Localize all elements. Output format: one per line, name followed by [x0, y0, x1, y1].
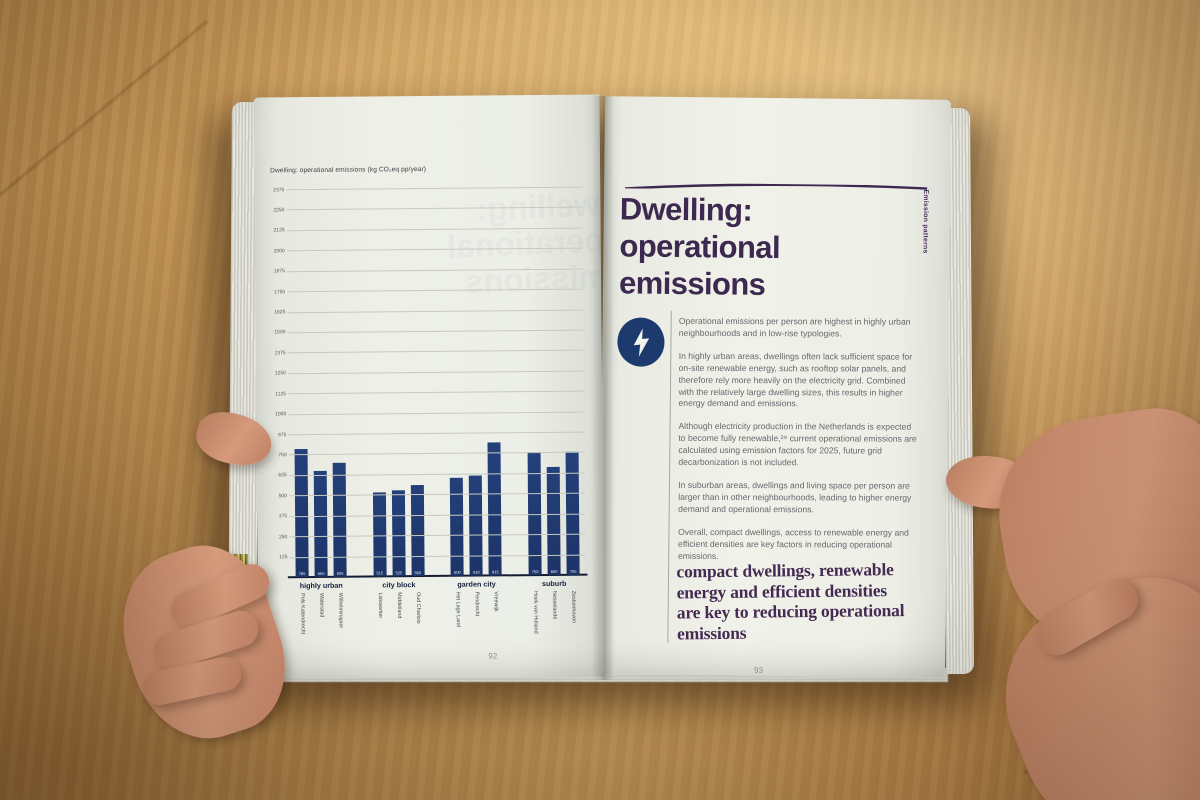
bar: 660 — [546, 467, 561, 575]
y-axis-tick-label: 1875 — [273, 268, 286, 275]
bars-row: 785 650 695 515 525 560 600 610 815 750 660 755 — [292, 187, 580, 578]
body-paragraph: In suburban areas, dwellings and living … — [678, 479, 912, 515]
bar-value-label: 785 — [298, 571, 306, 577]
page-number-right: 93 — [753, 665, 763, 675]
bar-value-label: 815 — [492, 569, 499, 575]
bar: 650 — [313, 470, 328, 578]
wood-seam — [0, 20, 208, 202]
group-labels: garden city Het Lage Land Pendrecht Vreewij… — [451, 579, 503, 657]
bar-group: 515 525 560 — [372, 484, 425, 577]
bar-category-label: Nesselande — [551, 590, 558, 620]
bar-category-label: Liskwartier — [376, 592, 384, 619]
y-axis-tick-label: 1375 — [274, 350, 286, 357]
bar-category-label: Waterstad — [318, 592, 325, 618]
bar: 560 — [410, 484, 425, 577]
bar-value-label: 560 — [414, 570, 422, 576]
page-title-line: emissions — [618, 265, 766, 302]
page-title: Dwelling: operational emissions — [619, 190, 781, 303]
page-number-left: 92 — [488, 651, 498, 661]
body-text: Operational emissions per person are hig… — [678, 316, 920, 574]
book-gutter — [592, 96, 614, 680]
labels-row: highly urban Pols Katendrecht Waterstad Wil… — [296, 579, 581, 659]
y-axis-tick-label: 250 — [278, 533, 288, 540]
bar-category-label: Wilhelminapier — [337, 592, 344, 629]
bar-value-label: 750 — [531, 569, 539, 575]
y-axis-tick-label: 1750 — [274, 288, 286, 295]
group-labels: highly urban Pols Katendrecht Waterstad Wil… — [296, 581, 348, 659]
bar-category-label: Pols Katendrecht — [299, 593, 306, 635]
body-paragraph: Overall, compact dwellings, access to re… — [677, 526, 909, 561]
group-title: highly urban — [299, 580, 343, 591]
y-axis-tick-label: 750 — [278, 452, 287, 459]
page-title-line: Dwelling: — [619, 191, 753, 228]
bar: 525 — [391, 490, 406, 577]
bar-value-label: 695 — [336, 570, 344, 576]
bar: 515 — [372, 492, 387, 577]
bar-category-label: Het Lage Land — [454, 591, 461, 628]
group-labels: suburb Hoek van Holland Nesselande Zestienh… — [529, 579, 581, 657]
chart-plot: 785 650 695 515 525 560 600 610 815 750 660 755 hig… — [273, 186, 588, 634]
body-paragraph: Although electricity production in the N… — [678, 421, 917, 468]
y-axis-tick-label: 500 — [278, 493, 287, 500]
chart-title: Dwelling: operational emissions (kg CO₂e… — [270, 166, 427, 175]
bar-value-label: 525 — [395, 570, 403, 576]
group-title: city block — [382, 580, 416, 590]
bar-value-label: 515 — [376, 570, 384, 576]
chapter-rule — [625, 183, 928, 190]
pull-quote: compact dwellings, renewable energy and … — [676, 559, 905, 643]
bar-category-label: Vreewijk — [492, 591, 499, 612]
page-title-line: operational — [619, 228, 781, 266]
bar-category-label: Hoek van Holland — [532, 591, 539, 634]
bar-value-label: 755 — [569, 568, 577, 574]
y-axis-tick-label: 375 — [278, 513, 288, 520]
y-axis-tick-label: 1500 — [274, 329, 286, 336]
left-page: Dwelling: operational emissions Dwelling… — [253, 94, 627, 680]
body-paragraph: In highly urban areas, dwellings often l… — [678, 350, 913, 409]
bar-group: 785 650 695 — [294, 448, 347, 578]
bar: 600 — [450, 477, 464, 576]
group-title: suburb — [541, 578, 567, 589]
bar-value-label: 650 — [317, 570, 325, 576]
bar-category-label: Zestienhoven — [570, 590, 577, 624]
body-paragraph: Operational emissions per person are hig… — [678, 315, 911, 339]
bar-category-label: Middelland — [395, 592, 403, 619]
y-axis-tick-label: 1125 — [275, 390, 287, 398]
y-axis-tick-label: 2125 — [273, 227, 285, 234]
y-axis-tick-label: 2250 — [273, 207, 285, 214]
y-axis-tick-label: 1000 — [275, 411, 287, 418]
group-labels: city block Liskwartier Middelland Oud Charl… — [373, 580, 425, 658]
right-page: Emission patterns Dwelling: operational em… — [598, 96, 952, 678]
group-title: garden city — [457, 579, 496, 589]
bar: 695 — [332, 463, 347, 577]
y-axis-tick-label: 875 — [278, 431, 287, 438]
bar-value-label: 660 — [550, 568, 558, 574]
y-axis-tick-label: 2000 — [273, 248, 285, 255]
bar-value-label: 610 — [473, 569, 480, 575]
bar: 785 — [294, 448, 309, 578]
y-axis-tick-label: 1250 — [274, 370, 286, 377]
lightning-icon — [615, 315, 667, 369]
y-axis-tick-label: 1625 — [274, 309, 286, 316]
y-axis-tick-label: 125 — [279, 554, 288, 561]
bar-category-label: Oud Charlois — [414, 592, 422, 624]
chapter-tab-label: Emission patterns — [921, 189, 930, 254]
bar-category-label: Pendrecht — [473, 591, 480, 617]
bar-value-label: 600 — [454, 569, 461, 575]
bar: 610 — [469, 475, 483, 576]
y-axis-tick-label: 2375 — [273, 186, 285, 193]
y-axis-tick-label: 625 — [278, 472, 287, 479]
text-divider-rule — [667, 310, 672, 643]
